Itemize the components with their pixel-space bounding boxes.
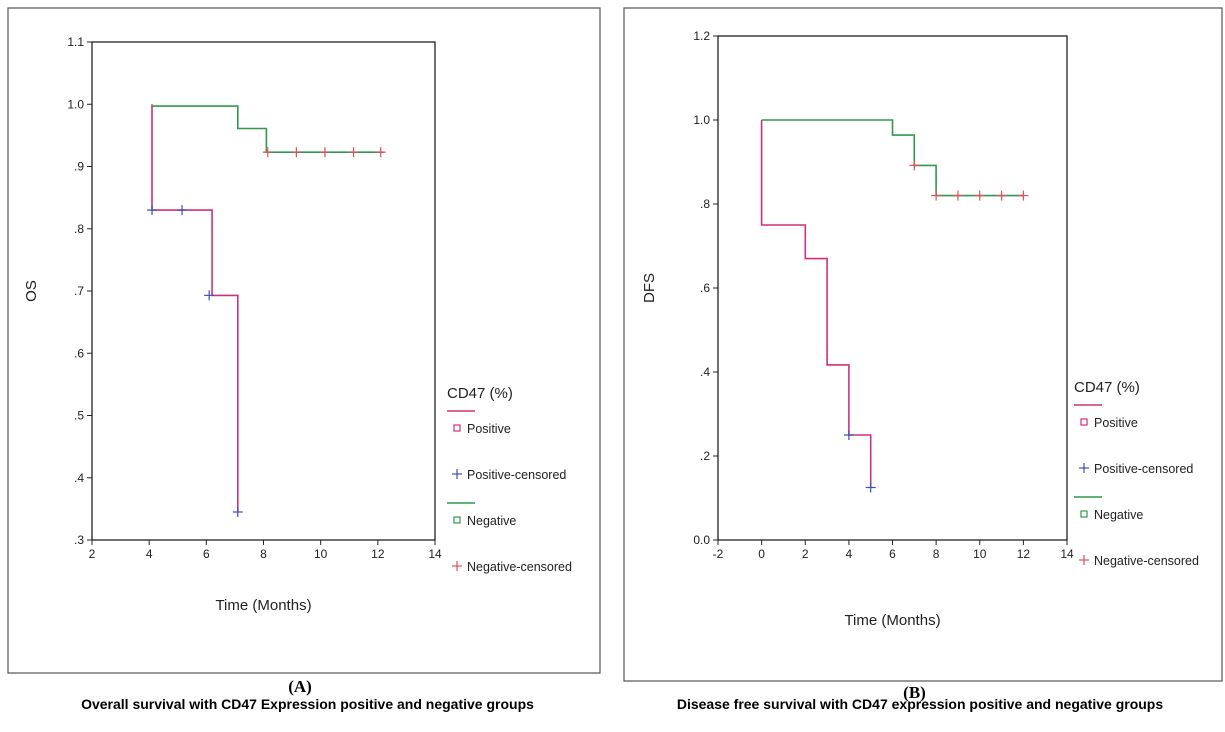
x-tick-label: 8 bbox=[933, 547, 940, 561]
censored-mark-negative bbox=[931, 190, 942, 201]
x-tick-label: 6 bbox=[203, 547, 210, 561]
y-tick-label: 0.0 bbox=[693, 533, 710, 547]
caption-b: Disease free survival with CD47 expressi… bbox=[676, 696, 1164, 712]
x-tick-label: 8 bbox=[260, 547, 267, 561]
chart-b: 0.0 .2 .4 .6 .8 1.0 1.2 -2 0 2 4 6 8 10 12 14 Time (Mont… bbox=[623, 7, 1223, 682]
panel-label-a: (A) bbox=[288, 677, 312, 696]
legend-label-negative-censored: Negative-censored bbox=[1094, 554, 1199, 568]
chart-frame bbox=[623, 7, 1223, 682]
y-axis-label: DFS bbox=[641, 273, 658, 303]
y-tick-label: .4 bbox=[74, 471, 84, 485]
plot-area bbox=[91, 41, 436, 541]
x-tick-label: 2 bbox=[802, 547, 809, 561]
censored-mark-negative bbox=[291, 147, 302, 158]
y-tick-label: .4 bbox=[700, 365, 710, 379]
legend-label-negative-censored: Negative-censored bbox=[467, 560, 572, 574]
y-tick-label: 1.0 bbox=[693, 113, 710, 127]
legend-label-positive: Positive bbox=[1094, 416, 1138, 430]
legend-title: CD47 (%) bbox=[447, 385, 513, 402]
censored-mark-positive bbox=[232, 506, 243, 517]
panel-label-b: (B) bbox=[903, 683, 926, 702]
censored-mark-negative bbox=[974, 190, 985, 201]
censored-mark-negative bbox=[375, 147, 386, 158]
x-tick-label: 2 bbox=[89, 547, 96, 561]
censored-mark-negative bbox=[262, 147, 273, 158]
x-tick-label: 10 bbox=[314, 547, 328, 561]
x-axis-label: Time (Months) bbox=[215, 597, 311, 614]
legend-label-negative: Negative bbox=[467, 514, 516, 528]
x-tick-label: 4 bbox=[146, 547, 153, 561]
x-tick-label: 6 bbox=[889, 547, 896, 561]
y-tick-label: .5 bbox=[74, 409, 84, 423]
x-tick-label: 10 bbox=[973, 547, 987, 561]
x-tick-label: 0 bbox=[758, 547, 765, 561]
censored-mark-positive bbox=[843, 430, 854, 440]
y-tick-label: .3 bbox=[74, 533, 84, 547]
y-tick-label: 1.2 bbox=[693, 29, 710, 43]
legend-label-positive-censored: Positive-censored bbox=[1094, 462, 1193, 476]
series-line-negative bbox=[152, 105, 384, 153]
y-tick-label: .6 bbox=[700, 281, 710, 295]
y-tick-label: .6 bbox=[74, 346, 84, 360]
series-line-negative bbox=[761, 119, 1024, 197]
x-tick-label: 14 bbox=[1060, 547, 1074, 561]
y-tick-label: 1.0 bbox=[67, 97, 84, 111]
legend-label-positive-censored: Positive-censored bbox=[467, 468, 566, 482]
y-tick-label: .7 bbox=[74, 284, 84, 298]
censored-mark-positive bbox=[204, 290, 215, 301]
y-tick-label: 1.1 bbox=[67, 35, 84, 49]
legend-square-negative bbox=[1080, 510, 1088, 518]
legend-square-positive bbox=[1080, 418, 1088, 426]
censored-mark-negative bbox=[348, 147, 359, 158]
caption-a: Overall survival with CD47 Expression po… bbox=[81, 696, 534, 712]
x-tick-label: 12 bbox=[371, 547, 385, 561]
y-tick-label: .8 bbox=[74, 222, 84, 236]
chart-frame bbox=[7, 7, 601, 674]
legend-label-positive: Positive bbox=[467, 422, 511, 436]
chart-a: .3 .4 .5 .6 .7 .8 .9 1.0 1.1 2 4 6 8 10 12 14 Time (Mont… bbox=[7, 7, 601, 674]
censored-mark-negative bbox=[952, 190, 963, 201]
y-tick-label: .9 bbox=[74, 160, 84, 174]
legend-square-negative bbox=[453, 516, 461, 524]
y-tick-label: .2 bbox=[700, 449, 710, 463]
x-tick-label: 4 bbox=[846, 547, 853, 561]
x-axis-label: Time (Months) bbox=[844, 612, 940, 629]
x-tick-label: 14 bbox=[428, 547, 442, 561]
censored-mark-negative bbox=[319, 147, 330, 158]
y-axis-label: OS bbox=[23, 280, 40, 302]
plot-area bbox=[717, 35, 1068, 541]
censored-mark-positive bbox=[147, 205, 158, 216]
censored-mark-negative bbox=[909, 160, 920, 171]
censored-mark-positive bbox=[177, 205, 188, 216]
censored-mark-negative bbox=[1018, 190, 1029, 201]
series-line-positive bbox=[151, 104, 239, 512]
x-tick-label: 12 bbox=[1017, 547, 1031, 561]
series-line-positive bbox=[760, 120, 872, 488]
y-tick-label: .8 bbox=[700, 197, 710, 211]
legend-label-negative: Negative bbox=[1094, 508, 1143, 522]
legend-title: CD47 (%) bbox=[1074, 379, 1140, 396]
legend-square-positive bbox=[453, 424, 461, 432]
censored-mark-positive bbox=[865, 482, 876, 493]
x-tick-label: -2 bbox=[713, 547, 724, 561]
censored-mark-negative bbox=[996, 190, 1007, 201]
